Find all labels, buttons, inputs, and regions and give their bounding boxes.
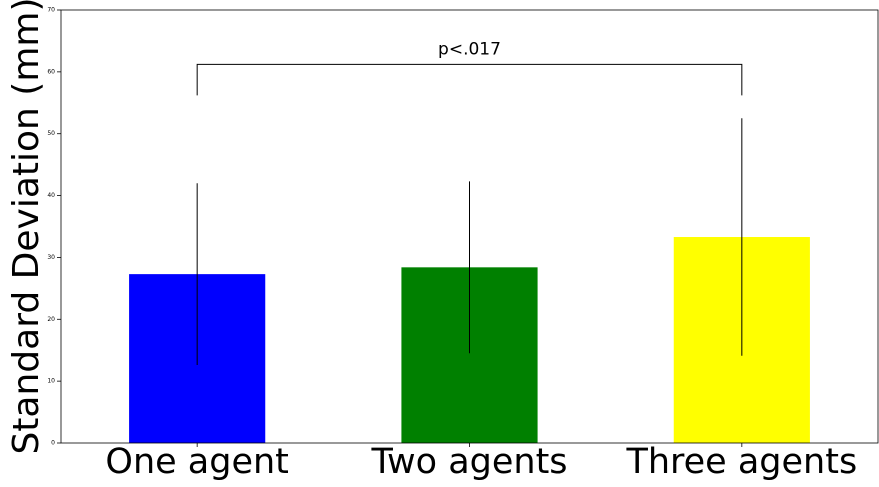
x-tick-label: One agent	[105, 442, 289, 482]
annotation-text: p<.017	[438, 39, 501, 59]
plot-frame	[60, 9, 879, 444]
y-tick-label: 20	[47, 316, 55, 323]
y-tick-label: 40	[47, 192, 55, 199]
y-tick-label: 70	[47, 7, 55, 14]
y-tick-label: 60	[47, 68, 55, 75]
y-tick-label: 10	[47, 378, 55, 385]
y-tick-label: 50	[47, 130, 55, 137]
y-tick-label: 30	[47, 254, 55, 261]
x-tick-label: Two agents	[370, 442, 567, 482]
x-tick-label: Three agents	[625, 442, 857, 482]
y-axis-label: Standard Deviation (mm)	[6, 0, 47, 455]
y-tick-label: 0	[51, 440, 55, 447]
significance-bracket	[196, 63, 743, 96]
